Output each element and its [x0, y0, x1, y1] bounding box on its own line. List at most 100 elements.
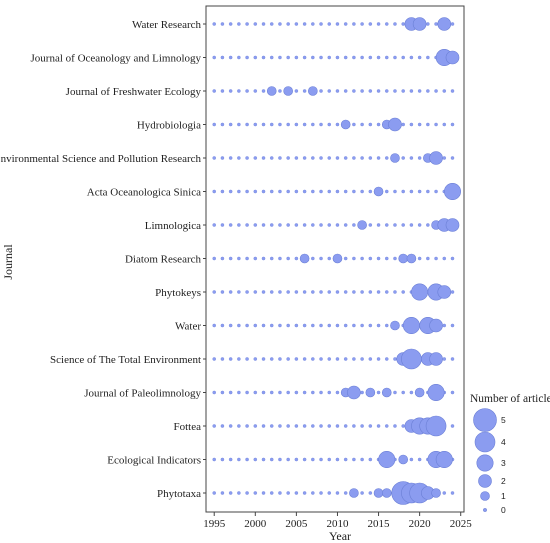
zero-point — [245, 457, 249, 462]
zero-point — [253, 457, 258, 462]
data-point — [283, 86, 293, 96]
zero-point — [327, 457, 331, 462]
zero-point — [426, 22, 430, 26]
zero-point — [327, 22, 331, 26]
zero-point — [401, 390, 405, 395]
zero-point — [269, 457, 274, 462]
zero-point — [278, 22, 282, 26]
zero-point — [442, 89, 447, 93]
zero-point — [311, 290, 315, 294]
legend-bubble — [473, 408, 497, 432]
zero-point — [261, 89, 266, 93]
zero-point — [343, 424, 348, 428]
zero-point — [417, 89, 422, 93]
zero-point — [220, 457, 225, 462]
y-tick-label: Science of The Total Environment — [50, 354, 201, 366]
zero-point — [286, 122, 290, 127]
zero-point — [237, 290, 241, 294]
zero-point — [450, 357, 455, 361]
zero-point — [302, 122, 307, 127]
zero-point — [237, 89, 241, 93]
zero-point — [352, 223, 356, 227]
zero-point — [409, 457, 414, 462]
data-point — [381, 488, 392, 498]
data-point — [435, 450, 453, 468]
zero-point — [261, 55, 266, 60]
zero-point — [228, 491, 233, 495]
zero-point — [302, 22, 307, 26]
zero-point — [385, 357, 389, 361]
zero-point — [237, 424, 241, 428]
x-tick-label: 2025 — [450, 518, 473, 530]
zero-point — [302, 390, 307, 395]
data-point — [390, 320, 400, 331]
zero-point — [376, 256, 381, 261]
data-point — [308, 86, 318, 96]
zero-point — [450, 323, 455, 328]
zero-point — [253, 22, 258, 26]
zero-point — [376, 89, 381, 93]
zero-point — [302, 223, 307, 227]
zero-point — [376, 55, 381, 60]
data-point — [431, 488, 441, 498]
y-tick-label: Water — [175, 321, 201, 333]
zero-point — [368, 491, 373, 495]
y-tick-label: Acta Oceanologica Sinica — [87, 187, 201, 199]
zero-point — [278, 156, 282, 160]
zero-point — [237, 390, 241, 395]
data-point — [299, 253, 310, 264]
zero-point — [286, 22, 290, 26]
data-point — [414, 387, 425, 398]
zero-point — [261, 491, 266, 495]
zero-point — [393, 424, 397, 428]
x-axis: 1995 2000 2005 2010 2015 2020 2025 — [203, 512, 472, 530]
zero-point — [360, 290, 364, 294]
zero-point — [450, 491, 455, 495]
zero-point — [261, 122, 266, 127]
zero-point — [319, 357, 323, 361]
zero-point — [343, 290, 348, 294]
zero-point — [278, 323, 282, 328]
zero-point — [286, 290, 290, 294]
zero-point — [294, 55, 299, 60]
zero-point — [294, 89, 299, 93]
zero-point — [278, 223, 282, 227]
zero-point — [302, 457, 307, 462]
zero-point — [450, 390, 455, 395]
zero-point — [220, 55, 225, 60]
zero-point — [237, 357, 241, 361]
y-tick-label: Water Research — [132, 19, 202, 31]
zero-point — [352, 357, 356, 361]
zero-point — [269, 122, 274, 127]
zero-point — [228, 156, 233, 160]
y-tick-label: Ecological Indicators — [107, 455, 201, 467]
zero-point — [401, 290, 405, 294]
zero-point — [286, 156, 290, 160]
zero-point — [450, 122, 455, 127]
zero-point — [360, 424, 364, 428]
zero-point — [311, 223, 315, 227]
zero-point — [385, 223, 389, 227]
zero-point — [319, 189, 323, 194]
y-tick-label: Journal of Oceanology and Limnology — [31, 53, 202, 65]
zero-point — [327, 89, 331, 93]
zero-point — [253, 223, 258, 227]
data-point — [398, 253, 409, 264]
zero-point — [278, 189, 282, 194]
legend-label: 0 — [501, 505, 506, 515]
zero-point — [228, 55, 233, 60]
zero-point — [278, 89, 282, 93]
zero-point — [393, 290, 397, 294]
zero-point — [261, 323, 266, 328]
zero-point — [368, 323, 373, 328]
zero-point — [253, 491, 258, 495]
zero-point — [343, 22, 348, 26]
zero-point — [409, 223, 414, 227]
zero-point — [261, 189, 266, 194]
zero-point — [220, 290, 225, 294]
zero-point — [319, 457, 323, 462]
zero-point — [442, 491, 447, 495]
x-tick-label: 2015 — [368, 518, 391, 530]
zero-point — [368, 55, 373, 60]
y-tick-label: Environmental Science and Pollution Rese… — [0, 153, 202, 165]
